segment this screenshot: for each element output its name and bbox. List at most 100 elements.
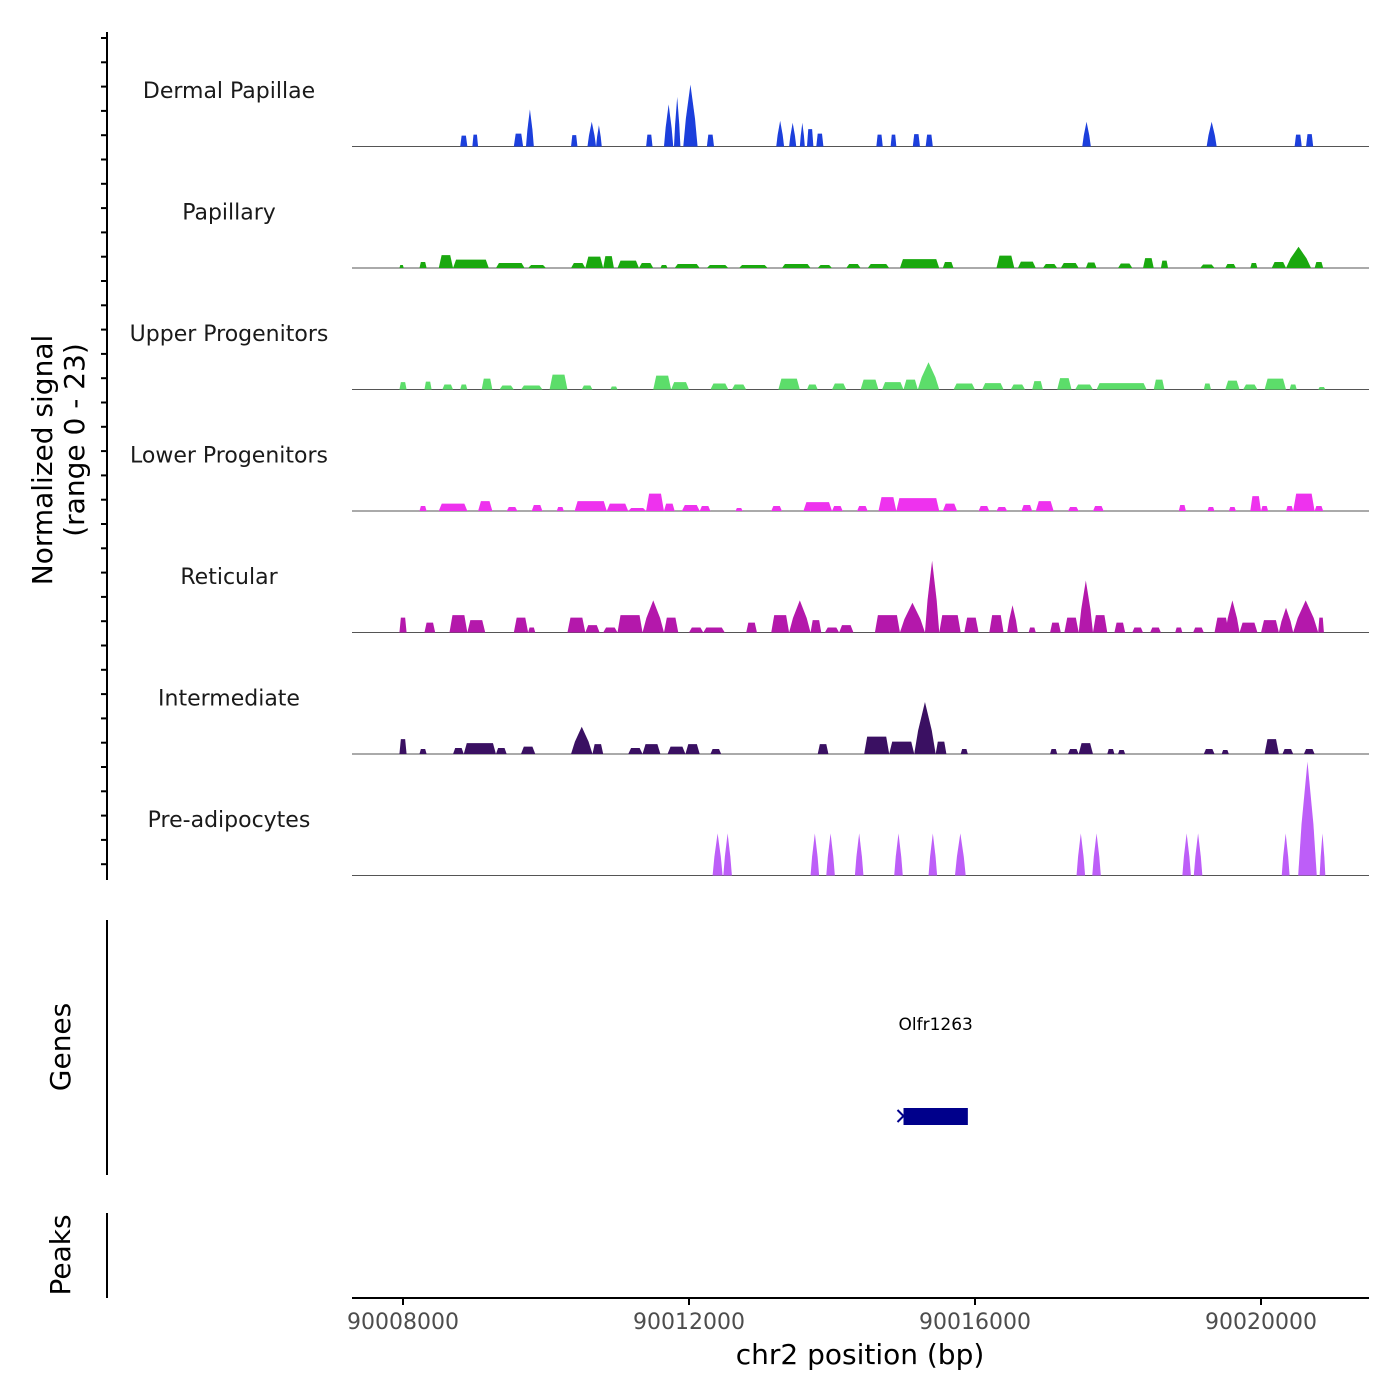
coverage-peak [699, 506, 711, 511]
coverage-peak [1032, 381, 1043, 390]
coverage-peak [681, 505, 700, 511]
coverage-peak [520, 385, 543, 390]
coverage-peak [689, 627, 704, 633]
coverage-peak [903, 379, 918, 390]
coverage-peak [864, 736, 890, 754]
coverage-peak [789, 122, 797, 147]
coverage-peak [1193, 627, 1204, 633]
peaks-panel-label: Peaks [44, 1214, 77, 1295]
coverage-peak [438, 255, 454, 268]
coverage-peak [710, 383, 729, 390]
coverage-peak [710, 749, 722, 754]
coverage-peak [581, 385, 593, 390]
track-label: Papillary [182, 201, 276, 226]
x-tick-label: 90016000 [919, 1310, 1031, 1335]
coverage-peak [1228, 507, 1236, 511]
coverage-peak [567, 617, 586, 633]
coverage-peak [419, 749, 427, 754]
coverage-peak [646, 134, 653, 147]
coverage-peak [857, 506, 868, 511]
coverage-peak [778, 378, 800, 390]
coverage-peak [571, 263, 586, 268]
coverage-peak [1250, 496, 1261, 511]
coverage-peak [806, 129, 814, 147]
track-lower-progenitors: Lower Progenitors [130, 444, 1369, 512]
track-pre-adipocytes: Pre-adipocytes [148, 761, 1369, 876]
coverage-peak [1078, 743, 1093, 754]
coverage-peak [706, 265, 729, 268]
coverage-peak [1225, 264, 1236, 268]
coverage-peak [663, 104, 674, 147]
coverage-peak [939, 615, 961, 633]
coverage-peak [506, 507, 518, 511]
coverage-peak [1160, 260, 1169, 268]
coverage-peak [889, 741, 915, 754]
coverage-peak [1076, 833, 1086, 876]
coverage-peak [789, 600, 811, 633]
coverage-peak [867, 264, 890, 268]
coverage-peak [882, 382, 904, 390]
coverage-peak [874, 615, 900, 633]
coverage-peak [1278, 607, 1294, 633]
coverage-peak [860, 379, 879, 390]
coverage-peak [806, 384, 818, 390]
coverage-peak [1178, 505, 1186, 511]
coverage-peak [1060, 263, 1079, 268]
coverage-peak [896, 498, 940, 511]
coverage-peak [1150, 627, 1161, 633]
coverage-peak [817, 744, 829, 754]
coverage-peak [1107, 749, 1115, 754]
coverage-peak [610, 386, 618, 390]
coverage-peak [1303, 749, 1315, 754]
coverage-peak [520, 746, 536, 754]
coverage-peak [1239, 622, 1258, 633]
track-dermal-papillae: Dermal Papillae [143, 79, 1369, 147]
coverage-peak [499, 385, 514, 390]
coverage-peak [585, 256, 604, 268]
coverage-peak [803, 502, 832, 511]
coverage-peak [1243, 384, 1258, 390]
coverage-peak [996, 255, 1015, 268]
coverage-peak [1261, 620, 1279, 633]
coverage-peak [642, 600, 664, 633]
coverage-peak [442, 384, 454, 390]
coverage-peak [1293, 493, 1315, 511]
coverage-peak [739, 265, 768, 268]
coverage-peak [628, 748, 643, 754]
coverage-peak [528, 265, 546, 268]
coverage-peak [1225, 600, 1240, 633]
coverage-peak [1314, 262, 1324, 268]
coverage-peak [1096, 383, 1147, 390]
coverage-peak [481, 378, 493, 390]
coverage-peak [712, 833, 723, 876]
coverage-peak [1118, 750, 1126, 754]
coverage-peak [1203, 383, 1211, 390]
coverage-peak [1064, 617, 1079, 633]
x-tick-label: 90008000 [347, 1310, 459, 1335]
coverage-peak [1092, 506, 1104, 511]
coverage-peak [1207, 507, 1215, 511]
coverage-peak [674, 264, 700, 268]
gene-strand-arrow [896, 1109, 905, 1123]
coverage-peak [574, 501, 607, 511]
coverage-peak [924, 560, 940, 633]
coverage-peak [771, 615, 790, 633]
coverage-peak [460, 384, 468, 390]
coverage-peak [954, 833, 966, 876]
coverage-peak [894, 833, 903, 876]
coverage-peak [746, 622, 757, 633]
coverage-peak [513, 617, 529, 633]
coverage-peak [513, 133, 524, 147]
coverage-peak [1203, 749, 1215, 754]
coverage-peak [890, 134, 897, 147]
coverage-peak [399, 265, 404, 268]
tracks-y-axis-ticks [101, 37, 107, 866]
coverage-peak [617, 260, 639, 268]
coverage-peak [606, 503, 629, 511]
coverage-peak [1085, 262, 1097, 268]
coverage-peak [1143, 258, 1154, 268]
coverage-peak [1010, 384, 1026, 390]
coverage-peak [912, 134, 920, 147]
track-label: Reticular [180, 565, 278, 590]
coverage-peak [899, 259, 940, 268]
